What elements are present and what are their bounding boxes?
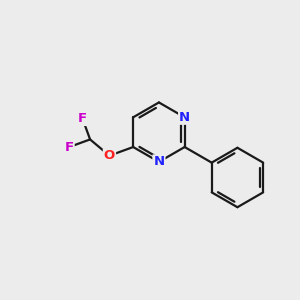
Text: N: N: [179, 111, 190, 124]
Text: O: O: [104, 149, 115, 162]
Text: F: F: [78, 112, 87, 125]
Text: N: N: [153, 155, 164, 168]
Text: F: F: [64, 141, 74, 154]
